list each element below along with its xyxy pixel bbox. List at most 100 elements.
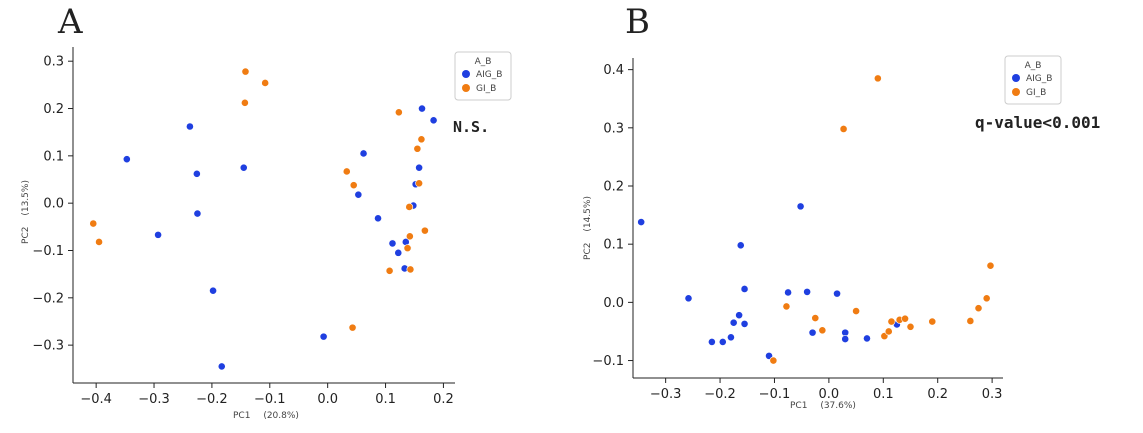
panel-b-x-axis-label: PC1 <box>790 401 807 411</box>
panel-a-y-axis-label: PC2 <box>21 227 31 244</box>
panel-b-axes: −0.3 −0.2 −0.1 0.0 0.1 0.2 0.3 −0.1 0.0 0.1 0.2 0.3… <box>592 58 1003 402</box>
panel-b-legend-marker-gi-b <box>1012 88 1020 96</box>
panel-a-scatter-plot: A −0.4 −0.3 −0.2 −0.1 0.0 0.1 0.2 −0.3 −0.2 −0.1 0… <box>21 2 512 421</box>
panel-b-point-gi-b <box>901 314 909 323</box>
panel-b-legend-label-gi-b: GI_B <box>1026 88 1046 98</box>
panel-a-legend: A_B AIG_B GI_B <box>454 51 512 101</box>
panel-b-point-aig-b <box>729 318 738 327</box>
panel-b-point-gi-b <box>974 304 983 313</box>
panel-b-y-tick-label: −0.1 <box>592 354 624 369</box>
panel-a-y-tick-label: −0.1 <box>32 244 64 259</box>
panel-b-point-aig-b <box>796 202 805 211</box>
panel-a-point-gi-b <box>421 226 429 235</box>
panel-b-x-axis-percent: (37.6%) <box>820 401 856 411</box>
panel-a-x-tick-label: 0.2 <box>433 392 454 407</box>
panel-a-point-gi-b <box>342 167 351 176</box>
panel-a-point-aig-b <box>122 155 131 164</box>
panel-a-y-tick-label: −0.3 <box>32 339 64 354</box>
panel-b-y-tick-label: 0.4 <box>603 63 624 78</box>
panel-b-y-tick-label: 0.3 <box>603 121 624 136</box>
panel-b-x-tick-label: 0.3 <box>982 387 1003 402</box>
panel-a-y-tick-label: 0.0 <box>43 197 64 212</box>
panel-a-x-axis-percent: (20.8%) <box>263 411 299 421</box>
panel-b-point-gi-b <box>782 302 791 311</box>
panel-a-y-tick-label: 0.1 <box>43 149 64 164</box>
panel-a-point-aig-b <box>239 163 248 172</box>
panel-b-x-tick-label: −0.1 <box>759 387 791 402</box>
panel-a-point-aig-b <box>319 332 328 341</box>
panel-b-legend-marker-aig-b <box>1012 74 1020 82</box>
panel-a-y-tick-label: 0.2 <box>43 102 64 117</box>
panel-a-x-tick-label: 0.0 <box>317 392 338 407</box>
panel-label-b: B <box>625 2 650 42</box>
panel-a-point-aig-b <box>154 230 162 239</box>
panel-b-point-gi-b <box>884 327 893 336</box>
panel-a-y-axis-percent: (13.5%) <box>21 180 31 216</box>
panel-a-point-aig-b <box>193 209 202 218</box>
panel-a-point-aig-b <box>359 149 368 158</box>
panel-a-point-gi-b <box>413 144 422 153</box>
panel-a-y-tick-label: 0.3 <box>43 55 64 70</box>
panel-b-point-gi-b <box>769 356 778 365</box>
panel-a-x-tick-label: −0.2 <box>196 392 228 407</box>
panel-b-point-aig-b <box>735 311 744 320</box>
panel-a-point-gi-b <box>261 79 270 87</box>
panel-a-axes: −0.4 −0.3 −0.2 −0.1 0.0 0.1 0.2 −0.3 −0.2 −0.1 0.0… <box>32 47 455 407</box>
panel-b-point-gi-b <box>839 125 848 133</box>
panel-b-legend-title: A_B <box>1025 61 1042 71</box>
panel-a-legend-title: A_B <box>475 57 492 67</box>
panel-a-point-aig-b <box>192 169 201 178</box>
panel-b-point-gi-b <box>982 294 991 303</box>
panel-b-x-tick-label: 0.1 <box>873 387 894 402</box>
panel-b-point-gi-b <box>887 317 896 326</box>
panel-a-legend-label-gi-b: GI_B <box>476 84 496 94</box>
panel-b-x-tick-label: 0.2 <box>927 387 948 402</box>
panel-b-point-gi-b <box>986 261 995 270</box>
panel-a-point-gi-b <box>241 67 250 76</box>
panel-a-x-axis-title: PC1 (20.8%) <box>233 411 299 421</box>
panel-a-x-tick-label: −0.1 <box>254 392 286 407</box>
panel-b-scatter-plot: B −0.3 −0.2 −0.1 0.0 0.1 0.2 0.3 −0.1 0.0 0.1 0.2 0… <box>583 2 1100 411</box>
panel-b-point-aig-b <box>637 218 646 226</box>
panel-b-point-aig-b <box>808 328 817 337</box>
panel-a-point-gi-b <box>89 219 98 228</box>
panel-b-point-aig-b <box>803 287 812 296</box>
panel-b-point-aig-b <box>707 338 716 346</box>
panel-a-point-aig-b <box>429 116 438 125</box>
panel-b-point-gi-b <box>928 317 937 326</box>
panel-b-point-aig-b <box>740 285 749 293</box>
panel-b-point-gi-b <box>966 317 975 325</box>
panel-b-points <box>637 74 995 365</box>
panel-b-point-gi-b <box>852 307 860 315</box>
panel-a-legend-label-aig-b: AIG_B <box>476 70 502 80</box>
panel-a-point-aig-b <box>394 248 403 257</box>
panel-a-point-aig-b <box>354 190 363 199</box>
panel-b-point-gi-b <box>873 74 882 83</box>
panel-b-x-tick-label: −0.3 <box>650 387 682 402</box>
panel-a-y-tick-label: −0.2 <box>32 291 64 306</box>
panel-a-x-axis-label: PC1 <box>233 411 250 421</box>
panel-a-legend-marker-gi-b <box>462 84 470 92</box>
panel-a-x-tick-label: −0.3 <box>138 392 170 407</box>
panel-a-point-aig-b <box>418 104 426 113</box>
panel-b-y-axis-percent: (14.5%) <box>583 196 593 232</box>
panel-b-y-tick-label: 0.1 <box>603 238 624 253</box>
panel-a-point-gi-b <box>403 244 412 253</box>
panel-a-points <box>89 67 438 371</box>
panel-a-point-gi-b <box>348 323 357 332</box>
panel-b-point-aig-b <box>684 294 693 303</box>
panel-b-point-aig-b <box>863 334 871 343</box>
panel-b-point-aig-b <box>718 338 727 346</box>
panel-b-x-tick-label: 0.0 <box>819 387 840 402</box>
panel-a-point-aig-b <box>186 122 194 131</box>
panel-a-point-aig-b <box>388 239 397 248</box>
panel-a-point-aig-b <box>415 163 424 172</box>
panel-a-point-gi-b <box>405 203 414 211</box>
panel-a-point-gi-b <box>394 108 403 117</box>
panel-b-legend: A_B AIG_B GI_B <box>1004 55 1062 105</box>
panel-b-x-tick-label: −0.2 <box>704 387 736 402</box>
panel-a-point-gi-b <box>240 98 249 107</box>
panel-a-y-axis-title: PC2 (13.5%) <box>21 180 31 244</box>
panel-a-point-aig-b <box>209 286 217 295</box>
